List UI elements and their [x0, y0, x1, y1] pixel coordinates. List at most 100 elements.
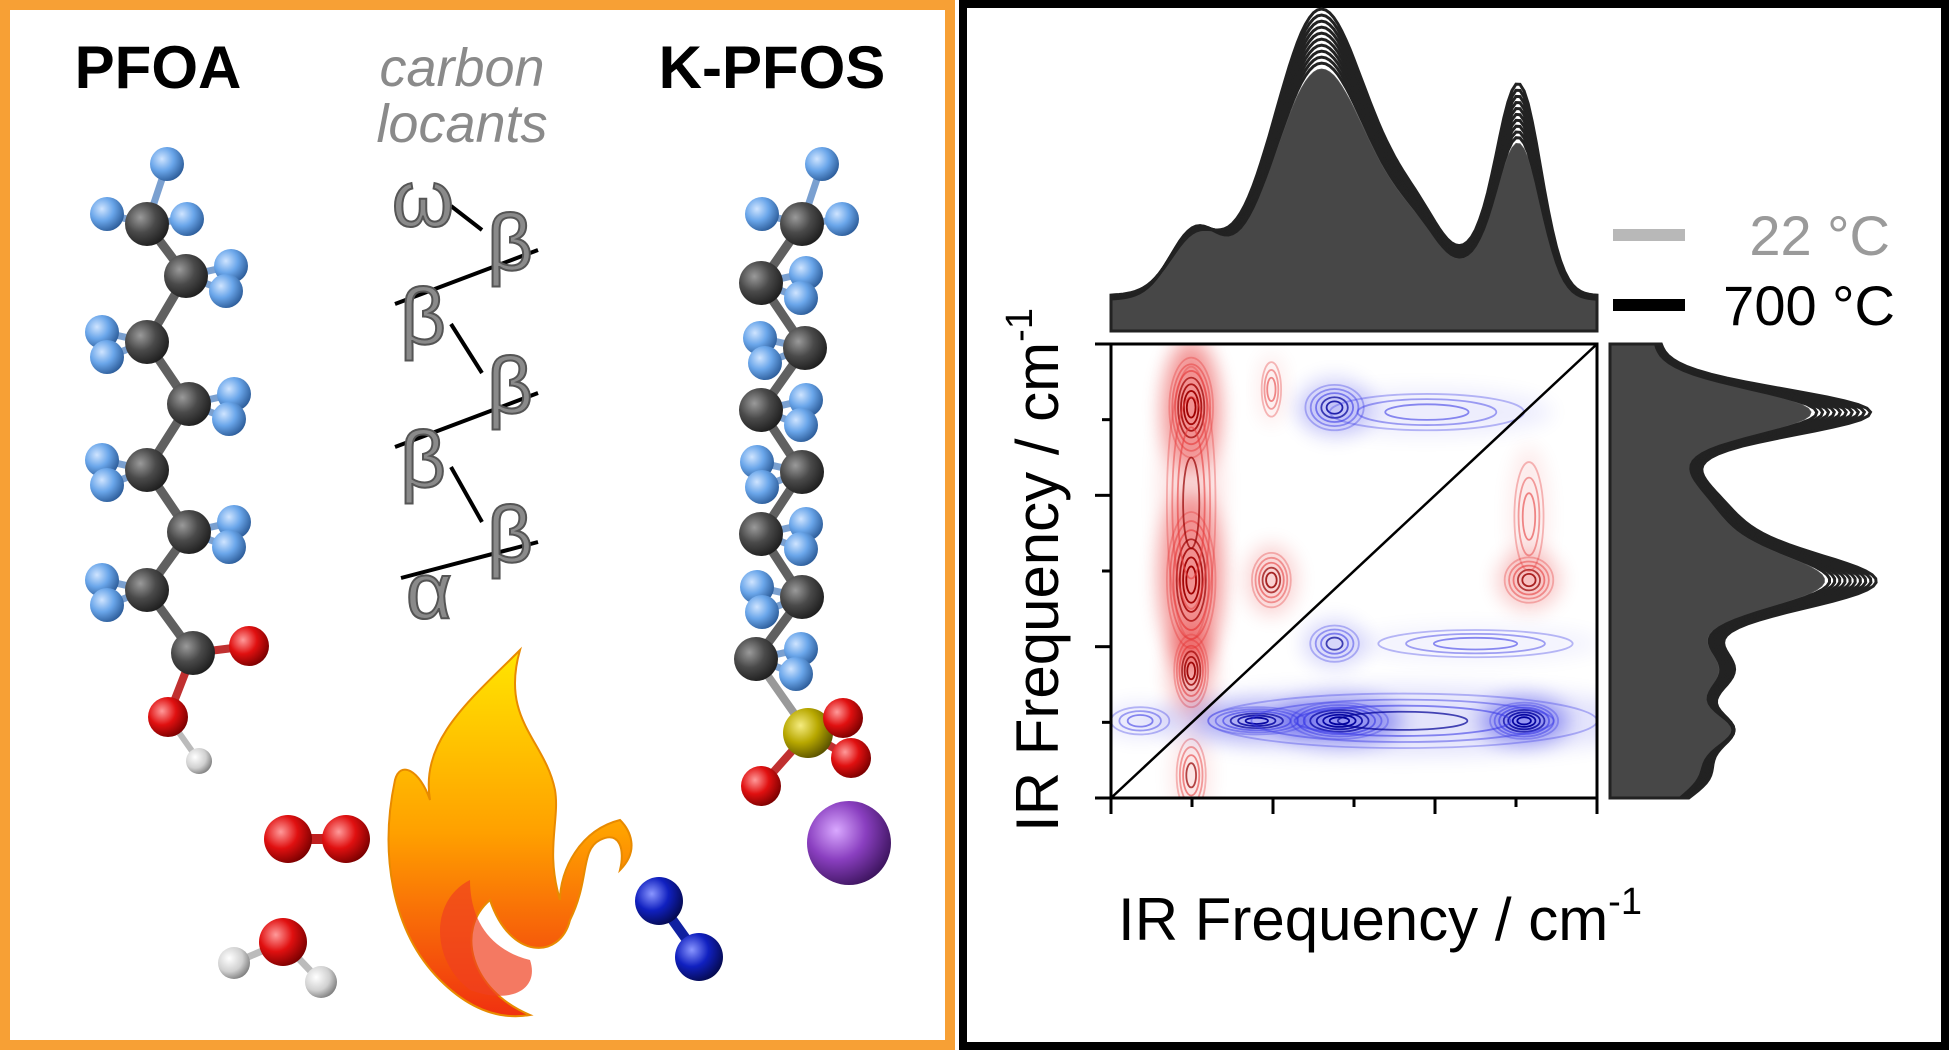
- fluorine-atom: [745, 595, 779, 629]
- x-axis-label-text: IR Frequency / cm: [1118, 886, 1608, 953]
- fluorine-atom: [825, 202, 859, 236]
- locants-title-line1: carbon: [379, 38, 544, 98]
- fluorine-atom: [748, 346, 782, 380]
- fluorine-atom: [209, 274, 243, 308]
- locant-beta: β: [400, 272, 446, 361]
- positive-correlation-peak: [1510, 445, 1548, 588]
- contour-line: [1182, 754, 1201, 797]
- fluorine-atom: [90, 340, 124, 374]
- fluorine-atom: [779, 657, 813, 691]
- contour-line: [1384, 403, 1470, 421]
- carbon-atom: [125, 568, 169, 612]
- right-spectra-series: [1608, 342, 1878, 800]
- contour-line: [1266, 376, 1277, 402]
- axis-ticks: [1095, 342, 1599, 814]
- oxygen-atom: [229, 626, 269, 666]
- contour-line: [1250, 698, 1555, 743]
- fluorine-atom: [784, 281, 818, 315]
- negative-correlation-peak: [1349, 625, 1597, 662]
- positive-correlation-peak: [1246, 544, 1297, 616]
- locant-beta: β: [400, 415, 446, 504]
- oxygen-atom: [823, 698, 863, 738]
- top-spectra-series: [1109, 7, 1599, 333]
- fluorine-atom: [784, 408, 818, 442]
- locant-alpha: α: [406, 546, 452, 635]
- locant-beta: β: [487, 490, 533, 579]
- y-axis-label-text: IR Frequency / cm: [1004, 342, 1071, 832]
- positive-correlation-peak: [1258, 353, 1285, 425]
- molecule-models: [85, 147, 891, 998]
- contour-line: [1320, 632, 1349, 655]
- locants-title-line2: locants: [376, 94, 547, 154]
- fluorine-atom: [170, 202, 204, 236]
- contour-line: [1405, 633, 1546, 655]
- oxygen-atom: [322, 815, 370, 863]
- carbon-atom: [739, 388, 783, 432]
- carbon-atom: [125, 448, 169, 492]
- contour-line: [1261, 566, 1282, 594]
- contour-line: [1336, 710, 1469, 731]
- fluorine-atom: [90, 197, 124, 231]
- carbon-atom: [167, 382, 211, 426]
- oxygen-atom: [831, 738, 871, 778]
- carbon-atom: [783, 326, 827, 370]
- fluorine-atom: [745, 197, 779, 231]
- contour-line: [1265, 571, 1278, 589]
- locant-bond: [394, 391, 539, 449]
- y-axis-label: IR Frequency / cm-1: [999, 308, 1071, 832]
- potassium-atom: [807, 801, 891, 885]
- contour-line: [1325, 636, 1344, 651]
- legend: 22 °C 700 °C: [1613, 204, 1895, 337]
- sulfur-atom: [783, 708, 833, 758]
- contour-line: [1517, 476, 1541, 557]
- negative-correlation-peak: [1300, 388, 1554, 436]
- diagonal-line: [1110, 343, 1598, 799]
- carbon-atom: [171, 631, 215, 675]
- contour-line: [1178, 746, 1204, 798]
- positive-correlation-peak: [1159, 344, 1223, 680]
- contour-line: [1356, 398, 1498, 426]
- carbon-atom: [125, 202, 169, 246]
- flame-icon: [387, 646, 633, 1018]
- k-pfos-title: K-PFOS: [659, 34, 886, 101]
- oxygen-atom: [259, 918, 307, 966]
- carbon-atom: [780, 450, 824, 494]
- locant-omega: ω: [392, 154, 454, 243]
- legend-label-22c: 22 °C: [1749, 204, 1890, 267]
- carbon-atom: [739, 512, 783, 556]
- fluorine-atom: [745, 470, 779, 504]
- contour-line: [1171, 396, 1211, 610]
- hydrogen-atom: [218, 947, 250, 979]
- y-axis-label-sup: -1: [999, 308, 1041, 342]
- oxygen-atom: [264, 815, 312, 863]
- right-spectrum-trace: [1608, 342, 1878, 800]
- fluorine-atom: [212, 530, 246, 564]
- hydrogen-atom: [186, 748, 212, 774]
- carbon-atom: [780, 575, 824, 619]
- hydrogen-atom: [305, 966, 337, 998]
- contour-line: [1258, 561, 1285, 599]
- carbon-atom: [164, 254, 208, 298]
- locant-beta: β: [487, 341, 533, 430]
- oxygen-atom: [741, 766, 781, 806]
- contour-line: [1176, 426, 1206, 580]
- locant-bond: [449, 466, 484, 523]
- contour-line: [1185, 762, 1197, 789]
- carbon-atom: [739, 261, 783, 305]
- locant-bond: [394, 248, 539, 306]
- carbon-atom: [780, 202, 824, 246]
- contour-line: [1260, 361, 1283, 418]
- locant-bond: [449, 322, 484, 375]
- nitrogen-atom: [635, 877, 683, 925]
- contour-line: [1513, 461, 1545, 572]
- locant-bond: [400, 540, 539, 580]
- fluorine-atom: [150, 147, 184, 181]
- negative-correlation-peak: [1302, 620, 1367, 668]
- contour-line: [1432, 636, 1519, 651]
- fluorine-atom: [784, 532, 818, 566]
- pfoa-title: PFOA: [75, 34, 242, 101]
- legend-label-700c: 700 °C: [1723, 274, 1895, 337]
- nitrogen-atom: [675, 933, 723, 981]
